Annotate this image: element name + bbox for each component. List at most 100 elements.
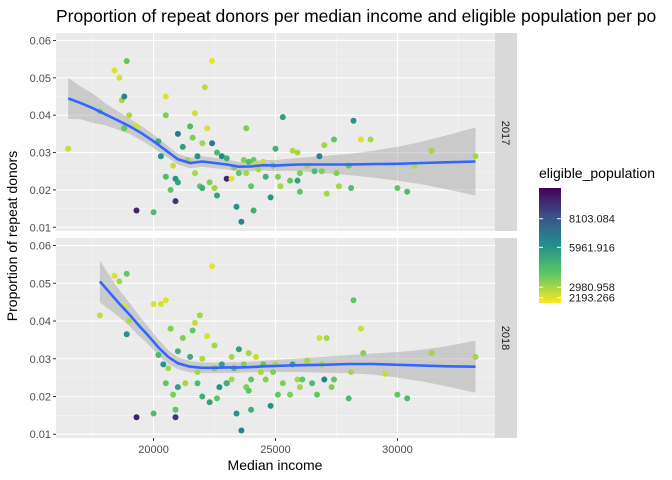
panel-2017: 2017 0.01 0.02 0.03 0.04 0.05 0.06 [30, 33, 517, 234]
data-point [111, 272, 118, 279]
data-point [165, 365, 172, 372]
data-point [274, 173, 281, 180]
data-point [345, 395, 352, 402]
y-axis-2017: 0.01 0.02 0.03 0.04 0.05 0.06 [30, 35, 56, 234]
data-point [245, 158, 252, 165]
data-point [123, 270, 130, 277]
data-point [194, 380, 201, 387]
data-point [367, 136, 374, 143]
x-tick-label: 30000 [382, 444, 413, 456]
smooth-line [67, 97, 476, 169]
data-point [262, 173, 269, 180]
data-point [350, 297, 357, 304]
data-point [206, 399, 213, 406]
x-tick-label: 25000 [260, 444, 291, 456]
y-tick-label: 0.03 [30, 354, 51, 366]
y-tick-label: 0.05 [30, 73, 51, 85]
strip-2018 [495, 238, 517, 438]
x-axis: 20000 25000 30000 [138, 438, 413, 456]
data-point [194, 153, 201, 160]
data-point [228, 175, 235, 182]
data-point [150, 410, 157, 417]
data-point [428, 350, 435, 357]
data-point [218, 153, 225, 160]
data-point [211, 342, 218, 349]
data-point [174, 348, 181, 355]
data-point [182, 380, 189, 387]
data-point [299, 376, 306, 383]
data-point [199, 393, 206, 400]
data-point [204, 333, 211, 340]
data-point [240, 361, 247, 368]
data-point [206, 179, 213, 186]
data-point [248, 406, 255, 413]
data-point [121, 125, 128, 132]
legend-colorbar [539, 188, 561, 303]
data-point [394, 391, 401, 398]
data-point [233, 410, 240, 417]
data-point [243, 170, 250, 177]
data-point [331, 376, 337, 383]
data-point [126, 112, 133, 119]
data-point [323, 190, 330, 197]
data-point [316, 335, 323, 341]
data-point [179, 335, 186, 341]
data-point [255, 166, 262, 173]
data-point [304, 357, 311, 364]
data-point [174, 179, 181, 186]
y-tick-label: 0.03 [30, 148, 51, 160]
data-point [331, 136, 337, 143]
y-tick-label: 0.02 [30, 185, 51, 197]
data-point [172, 198, 179, 205]
data-point [294, 376, 301, 383]
data-point [204, 125, 211, 132]
data-point [116, 74, 123, 81]
data-point [123, 331, 130, 338]
data-point [111, 67, 118, 74]
data-point [209, 58, 216, 64]
data-point [321, 376, 328, 383]
data-point [267, 402, 274, 409]
data-point [357, 325, 364, 332]
data-point [404, 395, 411, 402]
data-point [179, 143, 186, 150]
y-axis-title: Proportion of repeat donors [4, 151, 20, 321]
legend-tick-label: 2980.958 [569, 282, 615, 294]
data-point [272, 145, 279, 152]
data-point [333, 170, 340, 177]
data-point [404, 188, 411, 195]
data-point [274, 391, 281, 398]
data-point [209, 263, 216, 270]
data-point [123, 58, 130, 64]
data-point [199, 355, 206, 362]
data-point [172, 414, 179, 421]
data-point [279, 380, 286, 387]
legend: eligible_population 8103.084 5961.916 2980… [539, 165, 655, 305]
data-point [96, 312, 103, 319]
data-point [279, 114, 286, 121]
data-point [214, 149, 220, 156]
data-point [199, 185, 206, 191]
data-point [253, 353, 259, 360]
data-point [192, 319, 198, 326]
data-point [167, 186, 174, 193]
y-tick-label: 0.06 [30, 35, 51, 47]
data-point [167, 325, 174, 332]
y-tick-label: 0.01 [30, 429, 51, 441]
data-point [157, 301, 164, 307]
data-point [238, 427, 245, 434]
data-point [235, 346, 242, 353]
y-axis-2018: 0.01 0.02 0.03 0.04 0.05 0.06 [30, 241, 56, 441]
data-point [187, 353, 194, 360]
y-tick-label: 0.06 [30, 241, 51, 253]
data-point [348, 369, 355, 375]
data-point [296, 384, 303, 391]
data-point [192, 170, 198, 177]
data-point [428, 147, 435, 154]
confidence-band [68, 77, 476, 196]
data-point [189, 327, 196, 334]
confidence-band [99, 260, 476, 393]
data-point [126, 318, 133, 324]
data-point [318, 168, 325, 175]
